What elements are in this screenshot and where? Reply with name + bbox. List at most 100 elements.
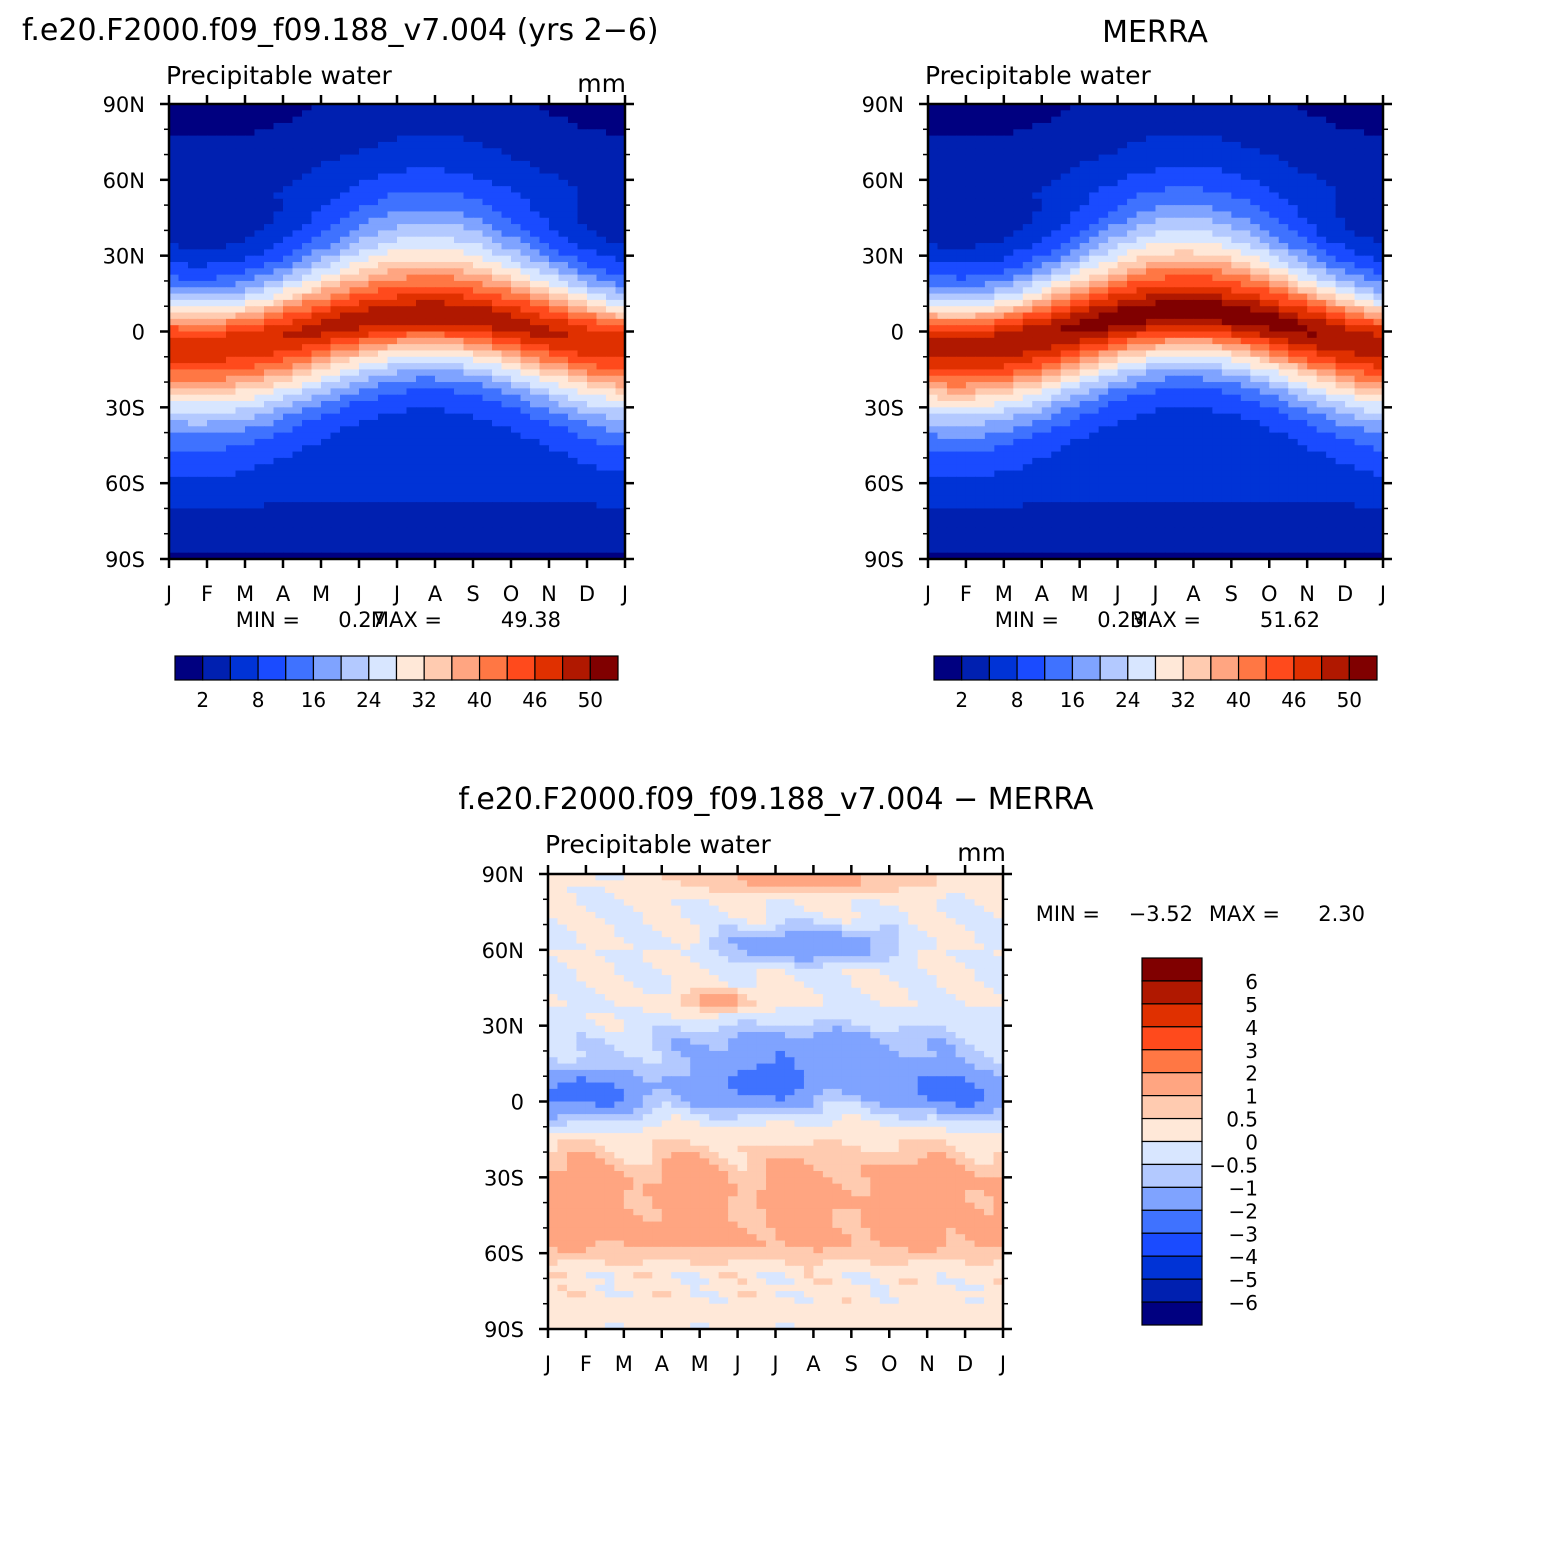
heatmap-cell [596,287,607,295]
heatmap-cell [406,325,417,333]
heatmap-cell [587,173,598,181]
heatmap-cell [492,527,503,535]
heatmap-cell [387,261,398,269]
heatmap-cell [501,249,512,257]
heatmap-cell [273,154,284,162]
heatmap-cell [530,173,541,181]
heatmap-cell [965,160,976,168]
heatmap-cell [473,382,484,389]
heatmap-cell [264,217,275,225]
heatmap-cell [1316,230,1327,238]
heatmap-cell [292,192,303,200]
heatmap-cell [302,280,313,288]
heatmap-cell [1307,230,1318,238]
heatmap-cell [1364,122,1375,130]
heatmap-cell [615,337,626,345]
heatmap-cell [197,451,208,459]
heatmap-cell [378,236,389,244]
heatmap-cell [216,426,227,434]
heatmap-cell [482,312,493,320]
heatmap-cell [1146,268,1157,276]
heatmap-cell [1307,141,1318,149]
heatmap-cell [1174,160,1185,168]
heatmap-cell [577,293,588,301]
heatmap-cell [1155,192,1166,200]
heatmap-cell [520,318,531,326]
heatmap-cell [454,122,465,130]
heatmap-cell [340,192,351,200]
heatmap-cell [254,192,265,200]
heatmap-cell [435,224,446,231]
heatmap-cell [1183,198,1195,206]
heatmap-cell [226,224,237,231]
heatmap-cell [1316,110,1327,118]
heatmap-cell [1326,179,1337,187]
heatmap-cell [1146,211,1157,219]
heatmap-cell [416,198,427,206]
colorbar-label: 8 [252,688,265,712]
heatmap-cell [965,249,976,257]
heatmap-cell [216,179,227,187]
heatmap-cell [577,464,588,472]
heatmap-cell [245,312,256,320]
heatmap-cell [264,457,275,465]
heatmap-cell [416,495,427,503]
heatmap-cell [273,293,284,301]
heatmap-cell [558,419,569,427]
heatmap-cell [378,293,389,301]
heatmap-cell [197,192,208,200]
heatmap-cell [1146,287,1157,295]
heatmap-cell [188,116,199,124]
heatmap-cell [321,363,332,371]
heatmap-cell [539,489,550,497]
heatmap-cell [549,344,560,352]
heatmap-cell [444,154,455,162]
heatmap-cell [378,280,389,288]
heatmap-cell [368,533,379,541]
heatmap-cell [197,186,208,194]
heatmap-cell [245,369,256,377]
heatmap-cell [359,483,370,491]
heatmap-cell [207,261,218,269]
heatmap-cell [1060,179,1071,187]
heatmap-cell [577,331,588,339]
heatmap-cell [292,401,303,408]
heatmap-cell [1335,173,1346,181]
heatmap-cell [368,217,379,225]
heatmap-cell [1193,261,1204,269]
heatmap-cell [1193,122,1204,130]
heatmap-cell [283,382,294,389]
heatmap-cell [975,129,986,137]
heatmap-cell [1354,173,1365,181]
heatmap-cell [435,363,446,371]
heatmap-cell [473,154,484,162]
heatmap-cell [245,217,256,225]
heatmap-cell [235,116,246,124]
heatmap-cell [984,249,995,257]
heatmap-cell [937,122,948,130]
heatmap-cell [283,375,294,383]
heatmap-cell [273,148,284,156]
heatmap-cell [577,167,588,175]
heatmap-cell [975,135,986,143]
heatmap-cell [330,110,341,118]
heatmap-cell [254,122,265,130]
heatmap-cell [245,375,256,383]
heatmap-cell [587,464,598,472]
heatmap-cell [292,154,303,162]
heatmap-cell [444,394,455,402]
heatmap-cell [1269,173,1280,181]
heatmap-cell [368,205,379,213]
heatmap-cell [530,306,541,314]
heatmap-cell [359,476,370,484]
heatmap-cell [568,236,579,244]
heatmap-cell [264,344,275,352]
heatmap-cell [1127,148,1138,156]
heatmap-cell [435,312,446,320]
heatmap-cell [340,211,351,219]
heatmap-cell [1041,141,1052,149]
heatmap-cell [283,236,294,244]
heatmap-cell [549,224,560,231]
heatmap-cell [1183,274,1195,282]
heatmap-cell [463,495,474,503]
